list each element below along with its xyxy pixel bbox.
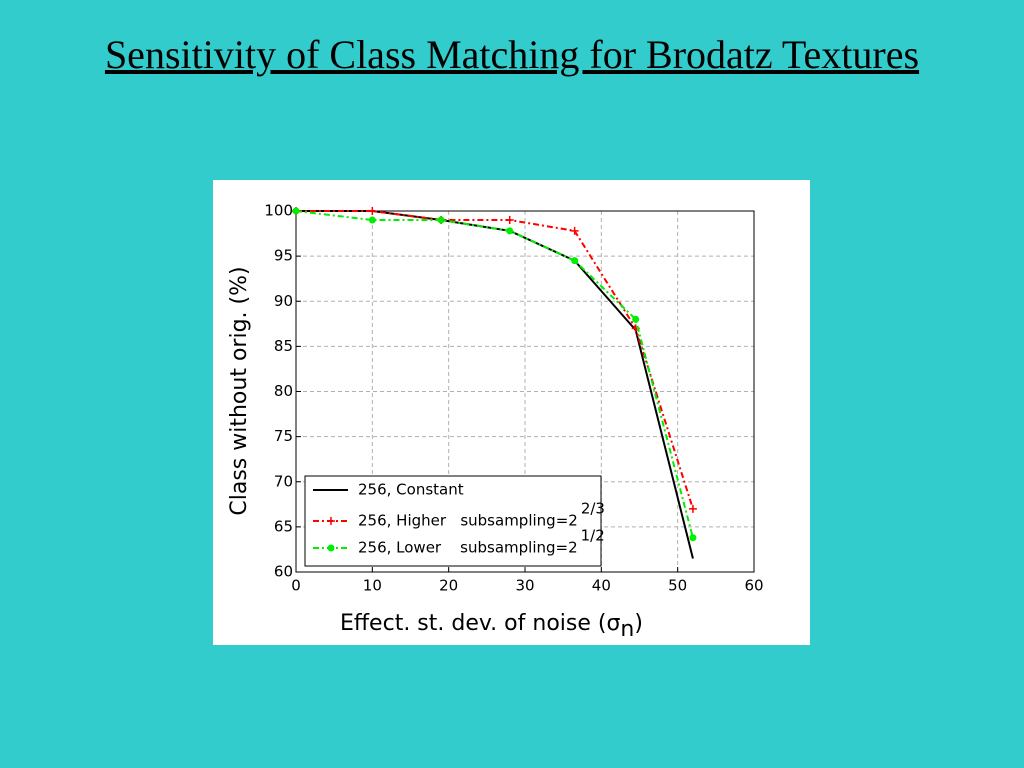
x-axis-label: Effect. st. dev. of noise (σn) xyxy=(340,611,643,642)
legend-label: 256, Constant xyxy=(358,481,464,499)
y-tick-label: 80 xyxy=(274,382,293,400)
y-tick-label: 85 xyxy=(274,337,293,355)
x-tick-label: 50 xyxy=(668,577,687,595)
chart-panel xyxy=(213,180,810,645)
plot-frame xyxy=(295,210,755,573)
x-tick-label: 30 xyxy=(515,577,534,595)
marker xyxy=(571,257,579,265)
y-tick-label: 100 xyxy=(264,202,293,220)
y-tick-label: 65 xyxy=(274,517,293,535)
y-tick-label: 70 xyxy=(274,472,293,490)
marker xyxy=(505,216,514,225)
x-axis-label-part: Effect. st. dev. of noise (σ xyxy=(340,611,620,636)
legend-label: 256, Higher subsampling=2 xyxy=(358,512,578,530)
x-tick-label: 20 xyxy=(439,577,458,595)
legend-marker xyxy=(327,544,335,552)
legend-box xyxy=(304,475,602,567)
marker xyxy=(570,226,579,235)
y-tick-label: 90 xyxy=(274,292,293,310)
legend-label: 256, Lower subsampling=2 xyxy=(358,539,578,557)
y-tick-label: 60 xyxy=(274,563,293,581)
marker xyxy=(506,227,514,235)
x-axis-label-part: n xyxy=(620,617,634,642)
y-tick-label: 75 xyxy=(274,427,293,445)
x-tick-label: 40 xyxy=(592,577,611,595)
marker xyxy=(632,315,640,323)
legend-exponent: 1/2 xyxy=(581,527,605,545)
marker xyxy=(292,207,300,215)
marker xyxy=(688,504,697,513)
slide-title: Sensitivity of Class Matching for Brodat… xyxy=(105,32,919,77)
marker xyxy=(437,216,445,224)
y-tick-label: 95 xyxy=(274,247,293,265)
x-tick-label: 10 xyxy=(363,577,382,595)
legend-marker xyxy=(327,517,335,525)
x-axis-label-part: ) xyxy=(634,611,643,636)
marker xyxy=(689,534,697,542)
legend-exponent: 2/3 xyxy=(581,500,605,518)
y-axis-label: Class without orig. (%) xyxy=(227,266,252,515)
marker xyxy=(368,216,376,224)
marker xyxy=(368,207,377,215)
legend: 256, Constant 256, Higher subsampling=22/… xyxy=(304,475,605,567)
x-tick-label: 0 xyxy=(291,577,301,595)
x-tick-label: 60 xyxy=(744,577,763,595)
